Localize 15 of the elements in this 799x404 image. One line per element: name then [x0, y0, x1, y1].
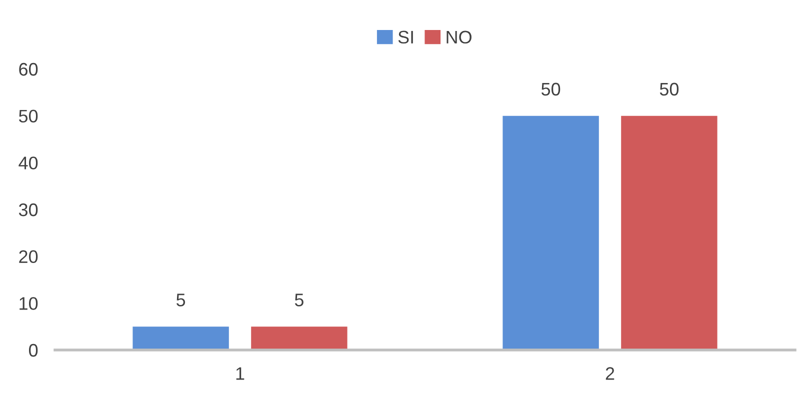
- y-tick-label: 30: [18, 203, 38, 216]
- data-label: 50: [541, 82, 560, 96]
- y-tick-label: 20: [19, 250, 38, 264]
- y-tick-label: 60: [19, 62, 38, 76]
- y-tick-label: 10: [20, 297, 38, 310]
- legend-label: SI: [398, 30, 413, 44]
- x-tick-label: 2: [606, 367, 614, 380]
- x-tick-label: 1: [236, 367, 244, 380]
- data-label: 5: [176, 294, 186, 306]
- y-tick-label: 40: [18, 156, 38, 170]
- data-label: 50: [660, 82, 679, 96]
- y-tick-label: 50: [18, 110, 38, 123]
- data-label: 5: [294, 294, 304, 306]
- legend-label: NO: [446, 30, 472, 44]
- y-tick-label: 0: [29, 344, 38, 357]
